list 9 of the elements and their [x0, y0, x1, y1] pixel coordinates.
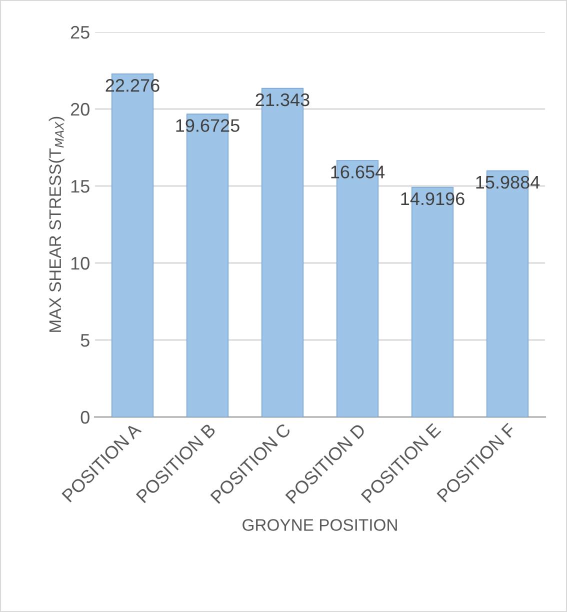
y-tick-label: 5 — [80, 334, 90, 347]
y-tick-label: 25 — [70, 26, 90, 39]
y-tick-label: 15 — [71, 180, 90, 193]
x-axis-title: GROYNE POSITION — [242, 519, 397, 531]
y-tick-label: 0 — [80, 410, 90, 424]
y-tick-label: 20 — [70, 102, 90, 116]
data-label: 15.9884 — [476, 176, 540, 189]
y-axis-title: MAX SHEAR STRESS(T$_{MAX}$) — [48, 116, 64, 332]
y-tick-label: 10 — [71, 256, 90, 270]
